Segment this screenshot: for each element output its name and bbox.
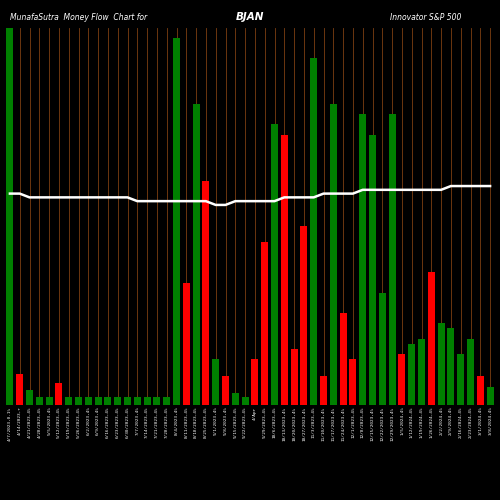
Bar [85, 397, 92, 405]
Bar [359, 114, 366, 405]
Bar [388, 114, 396, 405]
Bar [183, 282, 190, 405]
Bar [26, 390, 33, 405]
Bar [242, 397, 248, 405]
Bar [173, 38, 180, 405]
Bar [340, 313, 346, 405]
Bar [222, 376, 229, 405]
Bar [398, 354, 406, 405]
Bar [163, 397, 170, 405]
Bar [114, 397, 121, 405]
Bar [232, 393, 239, 405]
Bar [320, 376, 327, 405]
Bar [56, 382, 62, 405]
Text: Innovator S&P 500: Innovator S&P 500 [390, 12, 462, 22]
Bar [379, 293, 386, 405]
Bar [300, 226, 308, 405]
Text: BJAN: BJAN [236, 12, 264, 22]
Bar [486, 386, 494, 405]
Bar [124, 397, 131, 405]
Bar [350, 359, 356, 405]
Bar [438, 324, 444, 405]
Bar [330, 104, 337, 405]
Bar [212, 359, 219, 405]
Bar [154, 397, 160, 405]
Text: MunafaSutra  Money Flow  Chart for: MunafaSutra Money Flow Chart for [10, 12, 147, 22]
Bar [369, 134, 376, 405]
Bar [16, 374, 23, 405]
Bar [6, 28, 14, 405]
Bar [36, 397, 43, 405]
Bar [408, 344, 415, 405]
Bar [65, 397, 72, 405]
Bar [467, 338, 474, 405]
Bar [261, 242, 268, 405]
Bar [202, 180, 209, 405]
Bar [252, 359, 258, 405]
Bar [310, 58, 317, 405]
Bar [271, 124, 278, 405]
Bar [281, 134, 288, 405]
Bar [104, 397, 112, 405]
Bar [457, 354, 464, 405]
Bar [192, 104, 200, 405]
Bar [448, 328, 454, 405]
Bar [134, 397, 141, 405]
Bar [144, 397, 150, 405]
Bar [418, 338, 425, 405]
Bar [75, 397, 82, 405]
Bar [428, 272, 435, 405]
Bar [46, 397, 52, 405]
Bar [290, 349, 298, 405]
Bar [477, 376, 484, 405]
Bar [94, 397, 102, 405]
